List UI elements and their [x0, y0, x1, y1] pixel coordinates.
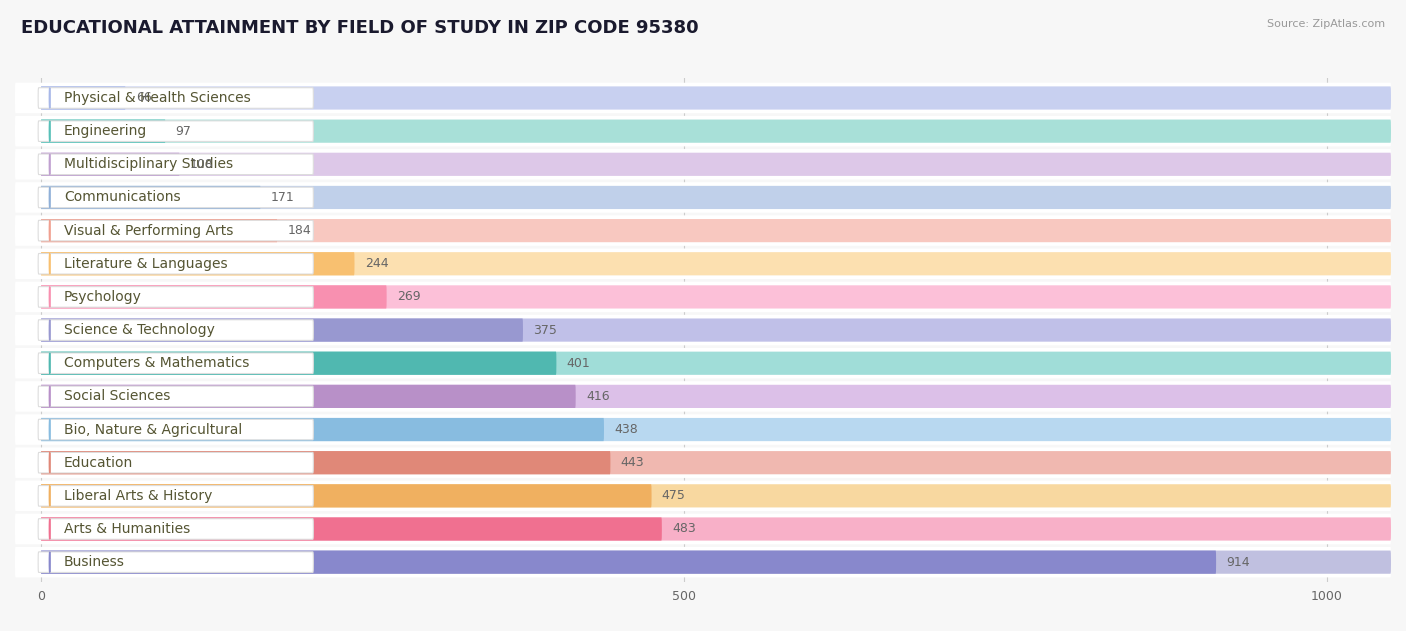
- Text: Computers & Mathematics: Computers & Mathematics: [63, 357, 249, 370]
- Text: Physical & Health Sciences: Physical & Health Sciences: [63, 91, 250, 105]
- FancyBboxPatch shape: [15, 249, 1391, 279]
- FancyBboxPatch shape: [15, 481, 1391, 511]
- Text: 443: 443: [620, 456, 644, 469]
- FancyBboxPatch shape: [41, 219, 1391, 242]
- Text: 475: 475: [662, 490, 686, 502]
- FancyBboxPatch shape: [41, 319, 523, 341]
- Text: 184: 184: [288, 224, 311, 237]
- FancyBboxPatch shape: [41, 252, 354, 275]
- FancyBboxPatch shape: [15, 514, 1391, 545]
- FancyBboxPatch shape: [41, 219, 277, 242]
- FancyBboxPatch shape: [41, 186, 1391, 209]
- FancyBboxPatch shape: [41, 451, 1391, 475]
- Text: EDUCATIONAL ATTAINMENT BY FIELD OF STUDY IN ZIP CODE 95380: EDUCATIONAL ATTAINMENT BY FIELD OF STUDY…: [21, 19, 699, 37]
- FancyBboxPatch shape: [15, 315, 1391, 345]
- FancyBboxPatch shape: [38, 519, 314, 540]
- Text: 438: 438: [614, 423, 638, 436]
- FancyBboxPatch shape: [38, 121, 314, 141]
- FancyBboxPatch shape: [38, 552, 314, 572]
- FancyBboxPatch shape: [38, 386, 314, 406]
- Text: 97: 97: [176, 125, 191, 138]
- Text: Science & Technology: Science & Technology: [63, 323, 215, 337]
- FancyBboxPatch shape: [41, 385, 575, 408]
- FancyBboxPatch shape: [41, 86, 125, 110]
- Text: Literature & Languages: Literature & Languages: [63, 257, 228, 271]
- FancyBboxPatch shape: [38, 419, 314, 440]
- Text: 108: 108: [190, 158, 214, 171]
- FancyBboxPatch shape: [38, 220, 314, 241]
- FancyBboxPatch shape: [41, 119, 1391, 143]
- Text: Communications: Communications: [63, 191, 180, 204]
- FancyBboxPatch shape: [15, 381, 1391, 411]
- FancyBboxPatch shape: [15, 182, 1391, 213]
- FancyBboxPatch shape: [38, 187, 314, 208]
- FancyBboxPatch shape: [38, 320, 314, 340]
- FancyBboxPatch shape: [15, 281, 1391, 312]
- Text: 914: 914: [1226, 556, 1250, 569]
- Text: 375: 375: [533, 324, 557, 336]
- FancyBboxPatch shape: [38, 88, 314, 109]
- FancyBboxPatch shape: [41, 351, 1391, 375]
- FancyBboxPatch shape: [41, 285, 1391, 309]
- FancyBboxPatch shape: [15, 547, 1391, 577]
- FancyBboxPatch shape: [41, 186, 260, 209]
- Text: Engineering: Engineering: [63, 124, 148, 138]
- FancyBboxPatch shape: [41, 285, 387, 309]
- Text: Visual & Performing Arts: Visual & Performing Arts: [63, 223, 233, 238]
- FancyBboxPatch shape: [38, 486, 314, 506]
- FancyBboxPatch shape: [38, 154, 314, 175]
- FancyBboxPatch shape: [41, 551, 1391, 574]
- FancyBboxPatch shape: [41, 319, 1391, 341]
- Text: Liberal Arts & History: Liberal Arts & History: [63, 489, 212, 503]
- Text: 483: 483: [672, 522, 696, 536]
- FancyBboxPatch shape: [41, 252, 1391, 275]
- FancyBboxPatch shape: [41, 86, 1391, 110]
- FancyBboxPatch shape: [41, 351, 557, 375]
- FancyBboxPatch shape: [41, 418, 1391, 441]
- FancyBboxPatch shape: [15, 447, 1391, 478]
- FancyBboxPatch shape: [15, 149, 1391, 180]
- FancyBboxPatch shape: [38, 452, 314, 473]
- FancyBboxPatch shape: [41, 385, 1391, 408]
- FancyBboxPatch shape: [38, 254, 314, 274]
- FancyBboxPatch shape: [41, 153, 1391, 176]
- FancyBboxPatch shape: [15, 83, 1391, 113]
- Text: Education: Education: [63, 456, 134, 469]
- FancyBboxPatch shape: [15, 348, 1391, 379]
- FancyBboxPatch shape: [41, 551, 1216, 574]
- Text: Arts & Humanities: Arts & Humanities: [63, 522, 190, 536]
- Text: 66: 66: [136, 91, 152, 105]
- FancyBboxPatch shape: [41, 418, 605, 441]
- FancyBboxPatch shape: [38, 353, 314, 374]
- FancyBboxPatch shape: [41, 451, 610, 475]
- Text: 416: 416: [586, 390, 610, 403]
- Text: Bio, Nature & Agricultural: Bio, Nature & Agricultural: [63, 423, 242, 437]
- Text: 244: 244: [364, 257, 388, 270]
- Text: Social Sciences: Social Sciences: [63, 389, 170, 403]
- FancyBboxPatch shape: [41, 517, 1391, 541]
- Text: Business: Business: [63, 555, 125, 569]
- FancyBboxPatch shape: [41, 517, 662, 541]
- FancyBboxPatch shape: [41, 484, 1391, 507]
- FancyBboxPatch shape: [15, 415, 1391, 445]
- FancyBboxPatch shape: [15, 215, 1391, 246]
- Text: 401: 401: [567, 357, 591, 370]
- FancyBboxPatch shape: [15, 116, 1391, 146]
- Text: 171: 171: [271, 191, 295, 204]
- Text: Psychology: Psychology: [63, 290, 142, 304]
- FancyBboxPatch shape: [41, 484, 651, 507]
- FancyBboxPatch shape: [41, 119, 166, 143]
- Text: Source: ZipAtlas.com: Source: ZipAtlas.com: [1267, 19, 1385, 29]
- FancyBboxPatch shape: [38, 286, 314, 307]
- Text: 269: 269: [396, 290, 420, 304]
- Text: Multidisciplinary Studies: Multidisciplinary Studies: [63, 157, 233, 171]
- FancyBboxPatch shape: [41, 153, 180, 176]
